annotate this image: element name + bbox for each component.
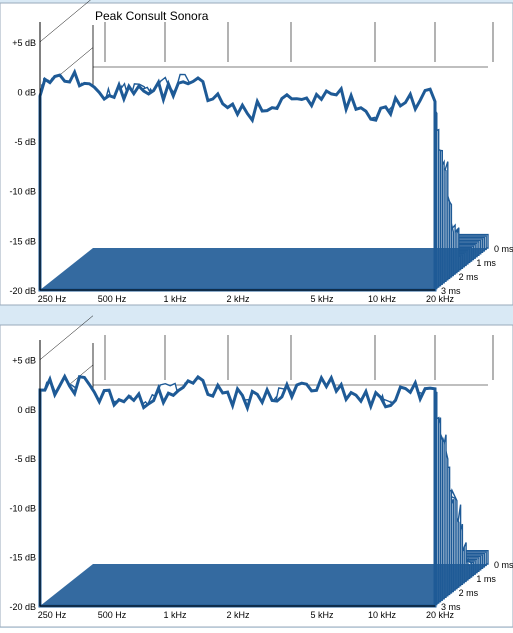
- y-tick-label: +5 dB: [12, 356, 36, 366]
- y-tick-label: -5 dB: [14, 454, 36, 464]
- z-tick-label: 1 ms: [476, 574, 496, 584]
- x-tick-label: 5 kHz: [310, 294, 334, 304]
- waterfall-chart-bottom: -20 dB -15 dB -10 dB -5 dB 0 dB +5 dB 250 Hz 50…: [0, 315, 513, 628]
- x-tick-label: 20 kHz: [426, 294, 455, 304]
- chart-title: Peak Consult Sonora: [95, 9, 209, 23]
- waterfall-slice: [38, 68, 437, 292]
- x-tick-label: 5 kHz: [310, 610, 334, 620]
- y-tick-label: 0 dB: [17, 87, 36, 97]
- depth-grid-line: [39, 315, 94, 360]
- waterfall-chart-top: -20 dB -15 dB -10 dB -5 dB 0 dB +5 dB 250 Hz 50…: [0, 0, 513, 306]
- z-tick-label: 0 ms: [494, 560, 513, 570]
- y-tick-label: -15 dB: [9, 236, 36, 246]
- x-tick-label: 250 Hz: [38, 294, 67, 304]
- y-tick-label: -5 dB: [14, 137, 36, 147]
- y-tick-label: -15 dB: [9, 553, 36, 563]
- y-tick-label: +5 dB: [12, 38, 36, 48]
- z-tick-label: 2 ms: [459, 588, 479, 598]
- x-tick-label: 2 kHz: [226, 610, 250, 620]
- x-tick-label: 10 kHz: [368, 294, 397, 304]
- y-tick-label: -20 dB: [9, 602, 36, 612]
- x-tick-label: 1 kHz: [163, 294, 187, 304]
- floor-plane: [40, 248, 488, 290]
- x-tick-label: 250 Hz: [38, 610, 67, 620]
- x-tick-label: 2 kHz: [226, 294, 250, 304]
- x-tick-label: 1 kHz: [163, 610, 187, 620]
- x-tick-label: 10 kHz: [368, 610, 397, 620]
- x-tick-label: 500 Hz: [98, 294, 127, 304]
- y-tick-label: -20 dB: [9, 286, 36, 296]
- waterfall-slice: [38, 373, 437, 608]
- z-tick-label: 1 ms: [476, 258, 496, 268]
- y-tick-label: -10 dB: [9, 187, 36, 197]
- y-tick-label: -10 dB: [9, 503, 36, 513]
- x-tick-label: 20 kHz: [426, 610, 455, 620]
- z-tick-label: 0 ms: [494, 244, 513, 254]
- x-tick-label: 500 Hz: [98, 610, 127, 620]
- z-tick-label: 3 ms: [441, 286, 461, 296]
- z-tick-label: 2 ms: [459, 272, 479, 282]
- z-tick-label: 3 ms: [441, 602, 461, 612]
- floor-plane: [40, 564, 488, 606]
- depth-grid-line: [39, 0, 91, 43]
- y-tick-label: 0 dB: [17, 405, 36, 415]
